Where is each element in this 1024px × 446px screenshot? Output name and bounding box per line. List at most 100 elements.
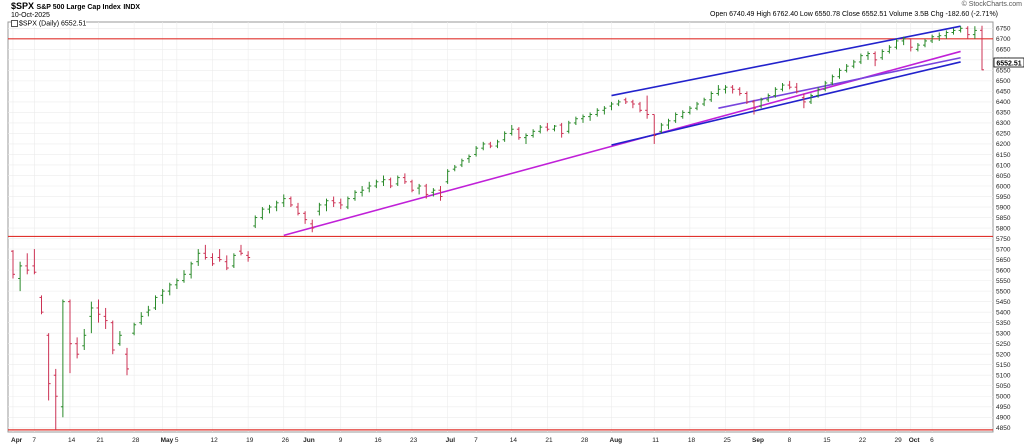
ohlc-bar bbox=[11, 250, 15, 279]
y-tick-label: 6200 bbox=[996, 141, 1011, 148]
ohlc-bar bbox=[752, 99, 756, 115]
ohlc-bar bbox=[381, 175, 386, 186]
ohlc-bar bbox=[117, 331, 122, 346]
x-tick-label: May bbox=[161, 437, 174, 444]
ohlc-bar bbox=[203, 244, 208, 260]
y-tick-label: 5550 bbox=[996, 278, 1011, 285]
exchange: INDX bbox=[123, 4, 141, 11]
y-tick-label: 5300 bbox=[996, 330, 1011, 337]
ohlc-bar bbox=[737, 87, 742, 96]
x-tick-label: 26 bbox=[282, 437, 290, 444]
ohlc-bar bbox=[787, 80, 792, 90]
ohlc-bar bbox=[217, 249, 222, 262]
ohlc-bar bbox=[331, 196, 336, 208]
ohlc-bar bbox=[288, 196, 293, 208]
ohlc-bar bbox=[923, 38, 927, 48]
x-tick-label: 19 bbox=[246, 437, 254, 444]
index-name: S&P 500 Large Cap Index bbox=[36, 4, 121, 11]
ohlc-bar bbox=[345, 196, 350, 210]
ohlc-bar bbox=[32, 249, 37, 275]
watermark: © StockCharts.com bbox=[961, 1, 1022, 8]
ohlc-bar bbox=[395, 175, 400, 186]
ohlc-bar bbox=[46, 333, 51, 401]
y-tick-label: 6300 bbox=[996, 120, 1011, 127]
ohlc-bar bbox=[96, 299, 101, 323]
ohlc-bar bbox=[958, 26, 963, 33]
ohlc-bar bbox=[687, 106, 692, 115]
ohlc-bar bbox=[189, 261, 194, 279]
ohlc-bar bbox=[680, 110, 685, 119]
ohlc-bar bbox=[310, 219, 315, 233]
x-tick-label: 12 bbox=[211, 437, 219, 444]
legend-label: $SPX (Daily) 6552.51 bbox=[19, 20, 87, 28]
y-axis: 4850 4900 4950 5000 5050 5100 5150 5200 5250 5300… bbox=[996, 26, 1011, 432]
ohlc-bar bbox=[509, 125, 514, 136]
y-tick-label: 5150 bbox=[996, 362, 1011, 369]
ohlc-bar bbox=[281, 194, 286, 208]
ohlc-bar bbox=[951, 28, 956, 35]
ohlc-bar bbox=[937, 32, 942, 41]
y-tick-label: 5950 bbox=[996, 194, 1011, 201]
ohlc-bar bbox=[744, 91, 749, 104]
ohlc-bar bbox=[317, 202, 322, 216]
trend-line bbox=[611, 61, 961, 146]
y-tick-label: 6400 bbox=[996, 99, 1011, 106]
ohlc-bar bbox=[431, 188, 436, 197]
y-tick-label: 5450 bbox=[996, 299, 1011, 306]
ohlc-bar bbox=[673, 112, 678, 123]
ohlc-bar bbox=[388, 177, 393, 189]
ohlc-bar bbox=[488, 141, 493, 149]
grid-lines bbox=[8, 22, 993, 432]
ohlc-bar bbox=[89, 301, 94, 334]
ohlc-bar bbox=[367, 181, 372, 193]
x-tick-label: 28 bbox=[132, 437, 140, 444]
ohlc-bar bbox=[851, 59, 856, 69]
ohlc-bar bbox=[39, 295, 44, 315]
ohlc-bar bbox=[980, 25, 984, 71]
x-tick-label: 21 bbox=[545, 437, 553, 444]
ohlc-bar bbox=[794, 82, 799, 94]
ohlc-bar bbox=[210, 253, 215, 266]
ohlc-bar bbox=[730, 85, 735, 94]
ohlc-bar bbox=[360, 186, 365, 197]
ohlc-bar bbox=[524, 133, 528, 144]
symbol: $SPX bbox=[11, 1, 35, 11]
ohlc-bar bbox=[452, 164, 457, 172]
ohlc-bar bbox=[652, 114, 657, 144]
ohlc-bar bbox=[816, 87, 821, 98]
ohlc-bar bbox=[481, 141, 486, 151]
legend-swatch bbox=[11, 20, 18, 27]
ohlc-bar bbox=[538, 125, 543, 134]
ohlc-bar bbox=[581, 114, 585, 123]
ohlc-bar bbox=[495, 139, 500, 149]
x-tick-label: 28 bbox=[581, 437, 589, 444]
ohlc-bar bbox=[267, 204, 272, 214]
ohlc-bar bbox=[110, 320, 115, 355]
symbol-title: $SPX S&P 500 Large Cap Index INDX bbox=[11, 1, 140, 11]
y-tick-label: 5200 bbox=[996, 352, 1011, 359]
y-tick-label: 6050 bbox=[996, 173, 1011, 180]
ohlc-bar bbox=[260, 207, 265, 220]
y-tick-label: 5700 bbox=[996, 246, 1011, 253]
ohlc-bar bbox=[239, 244, 243, 256]
ohlc-bar bbox=[353, 190, 357, 201]
ohlc-bar bbox=[759, 97, 764, 109]
ohlc-bar bbox=[174, 278, 179, 290]
ohlc-bar bbox=[438, 186, 443, 201]
x-tick-label: Sep bbox=[752, 437, 764, 444]
ohlc-bar bbox=[531, 129, 536, 138]
ohlc-bar bbox=[702, 97, 707, 107]
ohlc-bar bbox=[253, 215, 258, 229]
trend-line bbox=[611, 25, 961, 97]
ohlc-bar bbox=[709, 91, 714, 102]
x-tick-label: 7 bbox=[32, 437, 36, 444]
ohlc-bar bbox=[146, 305, 151, 317]
y-tick-label: 5800 bbox=[996, 225, 1011, 232]
ohlc-bar bbox=[908, 38, 913, 52]
ohlc-bar bbox=[160, 289, 165, 304]
y-tick-label: 6500 bbox=[996, 78, 1011, 85]
ohlc-bar bbox=[338, 198, 343, 210]
ohlc-bar bbox=[573, 116, 578, 126]
ohlc-bar bbox=[595, 108, 600, 117]
ohlc-bar bbox=[844, 64, 849, 73]
